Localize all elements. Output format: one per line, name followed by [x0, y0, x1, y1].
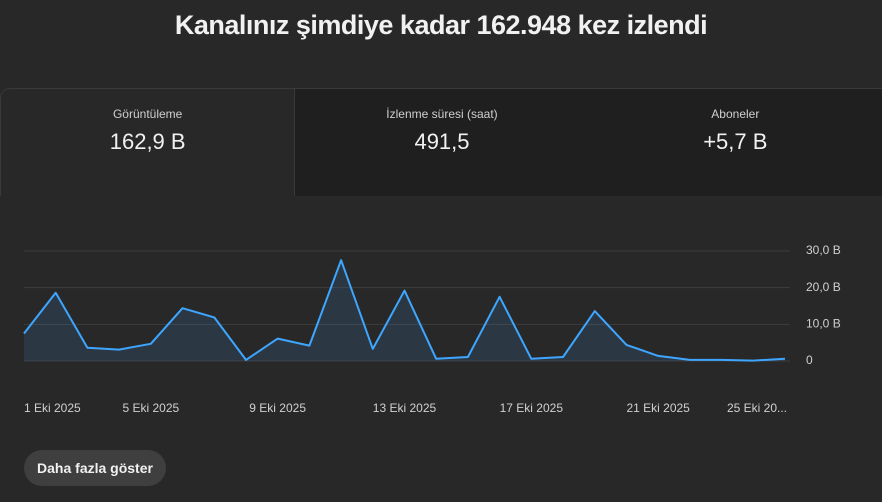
metric-value: +5,7 B: [703, 129, 768, 154]
metric-value: 491,5: [414, 129, 470, 154]
metric-label: Aboneler: [711, 107, 760, 121]
x-tick-label: 17 Eki 2025: [500, 401, 564, 415]
x-tick-label: 21 Eki 2025: [626, 401, 690, 415]
area: [24, 260, 785, 361]
metric-label: İzlenme süresi (saat): [386, 107, 498, 121]
y-tick-label: 30,0 B: [806, 243, 841, 257]
page-title: Kanalınız şimdiye kadar 162.948 kez izle…: [174, 10, 708, 40]
x-tick-label: 5 Eki 2025: [122, 401, 179, 415]
x-tick-label: 13 Eki 2025: [373, 401, 437, 415]
y-tick-label: 10,0 B: [806, 317, 841, 331]
metric-card[interactable]: İzlenme süresi (saat) 491,5: [295, 88, 589, 196]
y-tick-label: 20,0 B: [806, 280, 841, 294]
y-tick-label: 0: [806, 353, 813, 367]
x-tick-label: 9 Eki 2025: [249, 401, 306, 415]
metric-card[interactable]: Aboneler +5,7 B: [588, 88, 882, 196]
metrics-row: Görüntüleme 162,9 B İzlenme süresi (saat…: [0, 88, 882, 196]
metric-label: Görüntüleme: [112, 107, 183, 121]
x-tick-label: 1 Eki 2025: [24, 401, 81, 415]
x-tick-label: 25 Eki 20...: [727, 401, 787, 415]
metric-card[interactable]: Görüntüleme 162,9 B: [0, 88, 296, 196]
metric-value: 162,9 B: [109, 129, 186, 154]
chart: 0 10,0 B 20,0 B 30,0 B 1 Eki 2025 5 Eki 2025 9…: [23, 243, 841, 415]
show-more-button[interactable]: Daha fazla göster: [24, 450, 166, 486]
line: [23, 259, 786, 362]
